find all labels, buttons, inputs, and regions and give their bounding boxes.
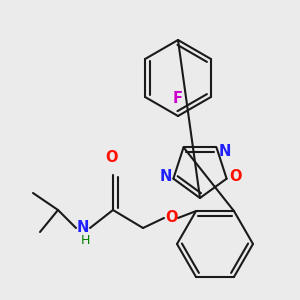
Text: F: F [173, 91, 183, 106]
Text: N: N [77, 220, 89, 236]
Text: O: O [230, 169, 242, 184]
Text: O: O [165, 211, 177, 226]
Text: O: O [105, 150, 117, 165]
Text: N: N [218, 144, 231, 159]
Text: H: H [80, 235, 90, 248]
Text: N: N [159, 169, 172, 184]
